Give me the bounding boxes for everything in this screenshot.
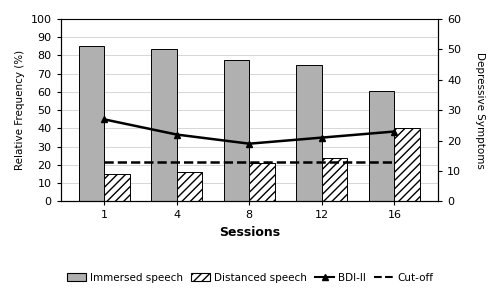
Bar: [176, 172, 202, 201]
X-axis label: Sessions: Sessions: [218, 226, 280, 239]
Bar: [394, 128, 420, 201]
Bar: [104, 174, 130, 201]
Bar: [296, 65, 322, 201]
Y-axis label: Relative Frequency (%): Relative Frequency (%): [15, 50, 25, 170]
Legend: Immersed speech, Distanced speech, BDI-II, Cut-off: Immersed speech, Distanced speech, BDI-I…: [62, 268, 438, 287]
Bar: [369, 91, 394, 201]
Bar: [250, 163, 274, 201]
Bar: [224, 60, 250, 201]
Bar: [152, 49, 176, 201]
Bar: [78, 46, 104, 201]
Bar: [322, 158, 347, 201]
Y-axis label: Depressive Symptoms: Depressive Symptoms: [475, 52, 485, 169]
